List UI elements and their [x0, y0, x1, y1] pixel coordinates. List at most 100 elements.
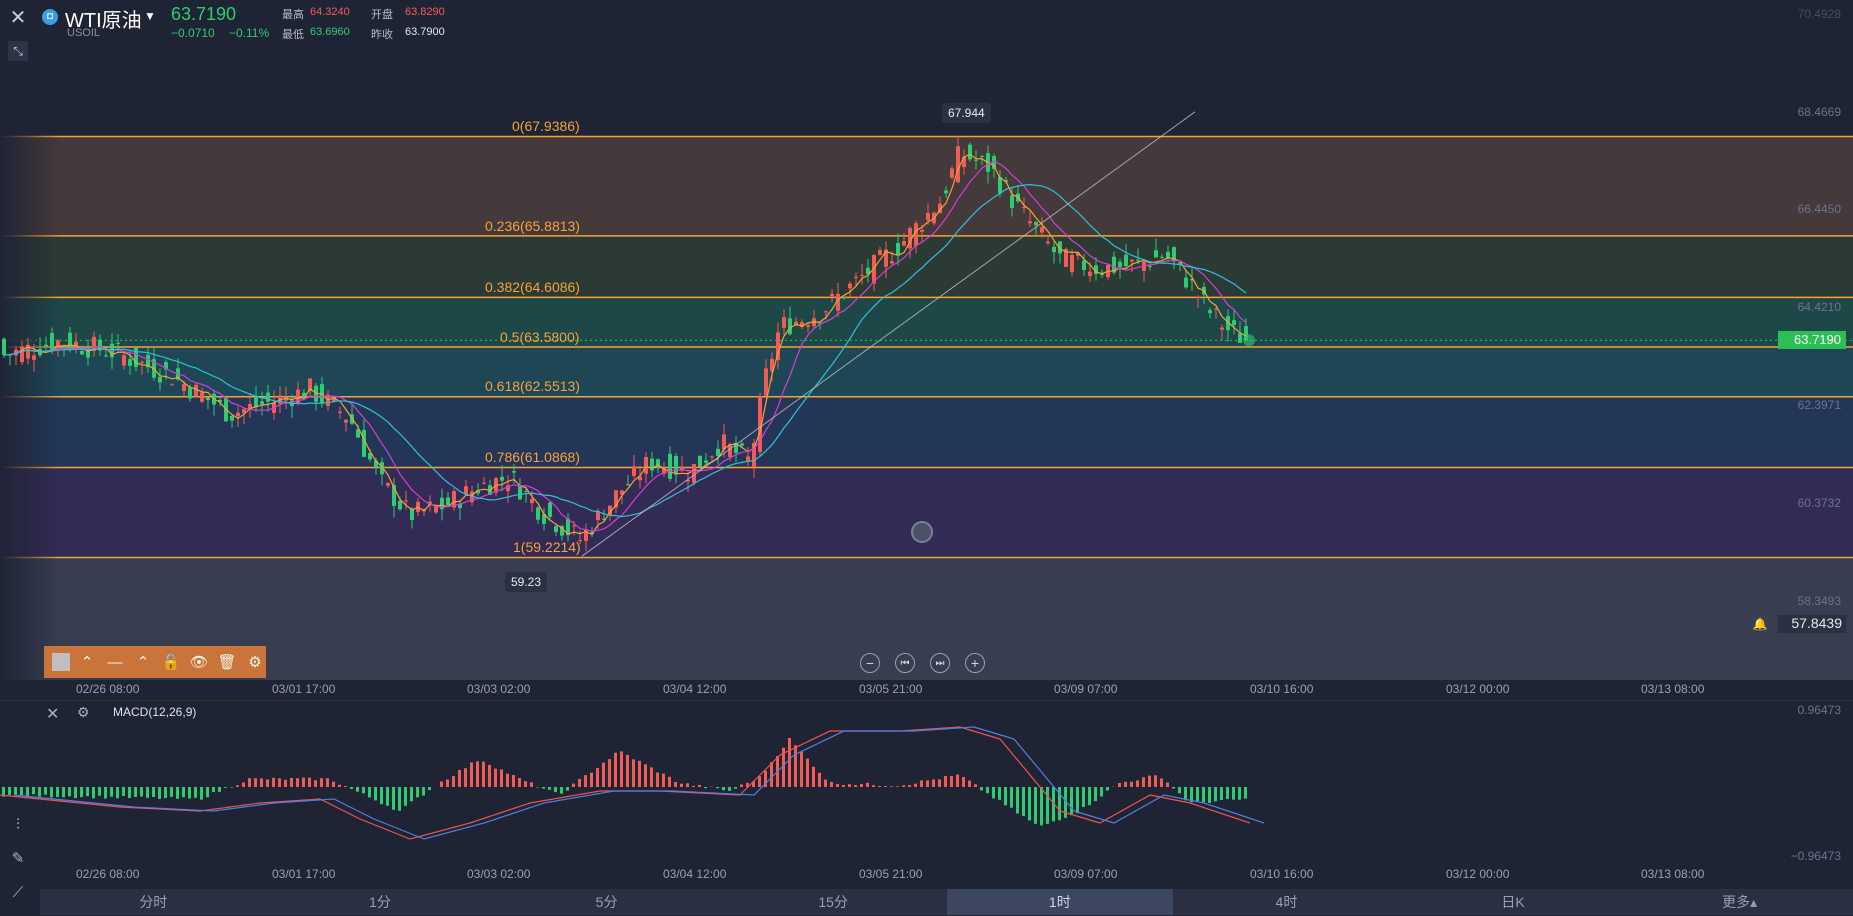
- macd-histogram-bar: [656, 772, 659, 787]
- macd-histogram-bar: [458, 769, 461, 787]
- crosshair-handle-icon[interactable]: [911, 521, 933, 543]
- candle-body: [164, 362, 168, 370]
- ma-line-short: [3, 153, 1247, 536]
- candle-body: [896, 243, 900, 256]
- zoom-in-button[interactable]: +: [965, 653, 985, 673]
- candle-body: [914, 223, 918, 246]
- price-chart[interactable]: [0, 0, 1853, 700]
- macd-histogram-bar: [932, 779, 935, 787]
- tab-daily[interactable]: 日K: [1501, 894, 1525, 910]
- draw-pen-icon[interactable]: ✎: [11, 850, 25, 867]
- candle-body: [1070, 254, 1074, 273]
- hide-icon[interactable]: 👁: [189, 654, 209, 671]
- time-axis-label: 03/09 07:00: [1054, 682, 1118, 696]
- macd-chart[interactable]: [0, 700, 1853, 888]
- candle-body: [608, 505, 612, 516]
- macd-histogram-bar: [1244, 787, 1247, 799]
- candle-body: [404, 500, 408, 502]
- candle-body: [1178, 262, 1182, 264]
- symbol-dropdown-icon[interactable]: ▼: [144, 9, 156, 23]
- tab-fenshi[interactable]: 分时: [139, 894, 168, 910]
- delete-icon[interactable]: 🗑: [217, 654, 237, 671]
- macd-histogram-bar: [560, 787, 563, 794]
- tab-more[interactable]: 更多▴: [1722, 894, 1758, 910]
- trend-tool-icon[interactable]: ⟋: [12, 884, 24, 901]
- macd-histogram-bar: [950, 776, 953, 787]
- macd-histogram-bar: [1076, 787, 1079, 814]
- candle-body: [614, 490, 618, 508]
- macd-histogram-bar: [254, 778, 257, 787]
- macd-histogram-bar: [104, 787, 107, 799]
- symbol-name[interactable]: WTI原油: [65, 10, 142, 32]
- candle-body: [866, 267, 870, 275]
- macd-histogram-bar: [578, 779, 581, 787]
- collapse-icon[interactable]: ⤡: [8, 41, 28, 61]
- macd-histogram-bar: [1058, 787, 1061, 821]
- stat-label-high: 最高: [282, 9, 304, 21]
- line-style-icon[interactable]: —: [107, 653, 123, 671]
- alert-bell-icon[interactable]: 🔔: [1750, 614, 1770, 634]
- macd-histogram-bar: [608, 759, 611, 787]
- macd-histogram-bar: [992, 787, 995, 799]
- candle-body: [1034, 222, 1038, 226]
- color-swatch[interactable]: [52, 653, 70, 671]
- color-dropdown-icon[interactable]: ⌃: [80, 654, 94, 671]
- candle-body: [554, 526, 558, 532]
- candle-body: [638, 476, 642, 481]
- macd-histogram-bar: [1040, 787, 1043, 826]
- line-style-dropdown-icon[interactable]: ⌃: [136, 654, 150, 671]
- candle-body: [1010, 195, 1014, 208]
- tab-4hour[interactable]: 4时: [1275, 894, 1298, 910]
- candle-body: [1130, 259, 1134, 262]
- macd-time-axis-label: 03/12 00:00: [1446, 867, 1510, 881]
- macd-histogram-bar: [590, 772, 593, 787]
- tab-15min[interactable]: 15分: [818, 894, 848, 910]
- lock-icon[interactable]: 🔓: [161, 654, 181, 671]
- tab-1hour[interactable]: 1时: [946, 889, 1174, 915]
- macd-histogram-bar: [44, 787, 47, 795]
- macd-histogram-bar: [1052, 787, 1055, 822]
- macd-histogram-bar: [1034, 787, 1037, 824]
- macd-histogram-bar: [548, 787, 551, 790]
- indicator-icon[interactable]: ⫶: [16, 816, 20, 833]
- candle-body: [32, 355, 36, 360]
- candle-body: [188, 387, 192, 399]
- tab-1min[interactable]: 1分: [369, 894, 391, 910]
- time-axis-label: 03/04 12:00: [663, 682, 727, 696]
- candle-body: [344, 419, 348, 423]
- candle-body: [20, 346, 24, 363]
- macd-histogram-bar: [620, 751, 623, 787]
- macd-histogram-bar: [80, 787, 83, 798]
- candle-body: [1040, 227, 1044, 233]
- macd-time-axis-label: 03/09 07:00: [1054, 867, 1118, 881]
- scroll-end-button[interactable]: ⏭: [930, 653, 950, 673]
- candle-body: [1232, 320, 1236, 326]
- candle-body: [674, 455, 678, 475]
- macd-settings-icon[interactable]: ⚙: [77, 704, 90, 720]
- macd-histogram-bar: [110, 787, 113, 797]
- settings-icon[interactable]: ⚙: [248, 654, 262, 671]
- candle-body: [1112, 256, 1116, 273]
- close-icon[interactable]: ✕: [9, 7, 27, 29]
- macd-histogram-bar: [1106, 787, 1109, 791]
- candle-body: [260, 401, 264, 405]
- candle-body: [434, 505, 438, 513]
- close-macd-icon[interactable]: ✕: [46, 706, 60, 723]
- macd-histogram-bar: [1070, 787, 1073, 816]
- macd-histogram-bar: [794, 745, 797, 787]
- candle-body: [860, 274, 864, 276]
- candle-body: [482, 482, 486, 484]
- macd-histogram-bar: [428, 787, 431, 791]
- candle-body: [830, 293, 834, 297]
- candle-body: [656, 459, 660, 468]
- macd-histogram-bar: [698, 784, 701, 787]
- macd-histogram-bar: [956, 774, 959, 787]
- candle-body: [560, 526, 564, 536]
- candle-body: [584, 529, 588, 541]
- scroll-start-button[interactable]: ⏮: [895, 653, 915, 673]
- zoom-out-button[interactable]: −: [860, 653, 880, 673]
- last-price-glow: [1243, 334, 1255, 347]
- candle-body: [128, 359, 132, 366]
- macd-histogram-bar: [224, 787, 227, 788]
- tab-5min[interactable]: 5分: [595, 894, 618, 910]
